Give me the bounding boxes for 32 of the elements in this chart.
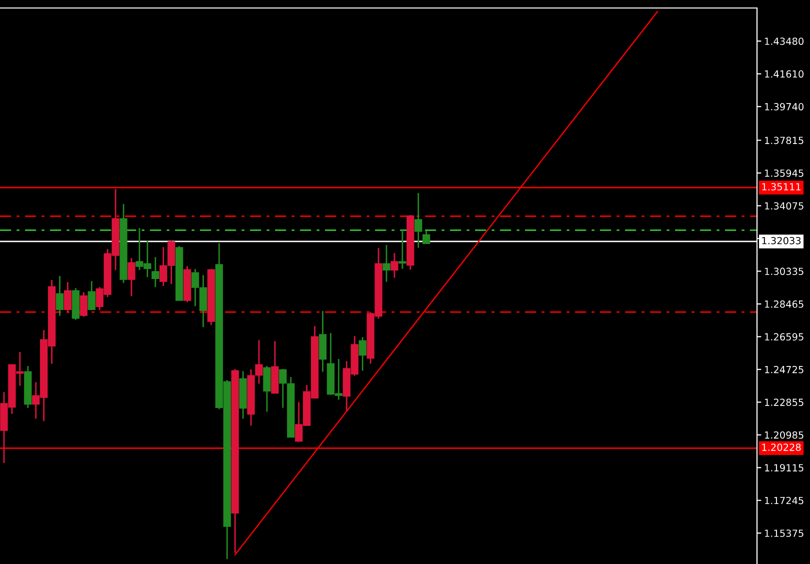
y-tick-label: 1.22855: [765, 398, 804, 406]
candlestick: [56, 275, 64, 316]
y-tick-label: 1.17245: [765, 496, 804, 504]
y-tick-label: 1.26595: [765, 333, 804, 341]
candlestick: [422, 230, 430, 245]
y-tick-label: 1.43480: [765, 38, 804, 45]
candlestick: [263, 365, 271, 412]
candlestick: [152, 256, 160, 288]
candlestick: [88, 280, 96, 311]
y-tick-label: 1.28465: [765, 300, 804, 308]
candlestick: [414, 192, 422, 249]
y-tick-label: 1.24725: [765, 366, 804, 374]
ref-line-label: 1.20228: [762, 444, 801, 451]
candlestick: [128, 257, 136, 297]
candlestick: [64, 281, 72, 314]
ref-line-label: 1.35111: [762, 183, 800, 190]
candlestick: [80, 291, 88, 318]
y-tick-label: 1.34075: [765, 202, 804, 210]
candlestick: [398, 229, 406, 270]
ref-line-label: 1.32033: [762, 236, 801, 244]
y-tick-label: 1.15375: [765, 530, 804, 537]
y-tick-label: 1.19115: [765, 464, 804, 472]
candlestick: [318, 310, 327, 372]
y-tick-label: 1.20985: [765, 431, 804, 439]
candlestick: [390, 252, 398, 278]
y-tick-label: 1.41610: [765, 70, 804, 78]
y-tick-label: 1.37815: [765, 136, 804, 144]
candlestick: [382, 244, 390, 282]
y-tick-label: 1.35945: [765, 169, 804, 177]
candlestick: [358, 336, 366, 372]
y-tick-label: 1.39740: [765, 103, 804, 110]
y-tick-label: 1.30335: [765, 268, 804, 276]
